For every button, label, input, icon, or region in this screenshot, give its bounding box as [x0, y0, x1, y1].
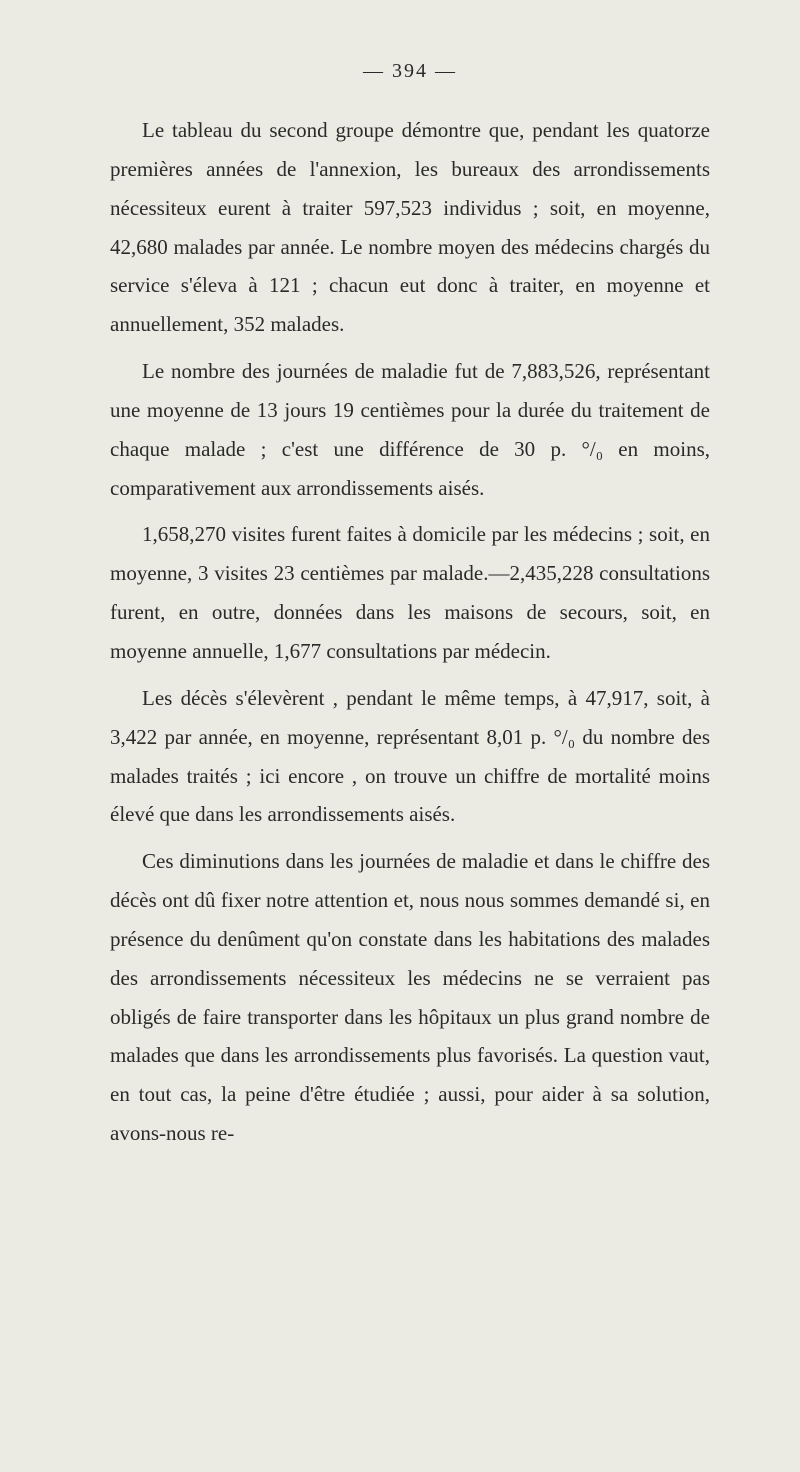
paragraph-3: 1,658,270 visites furent faites à domici…: [110, 515, 710, 670]
page-number: — 394 —: [110, 60, 710, 83]
paragraph-1: Le tableau du second groupe démontre que…: [110, 111, 710, 344]
paragraph-4: Les décès s'élevèrent , pendant le même …: [110, 679, 710, 834]
paragraph-5: Ces diminutions dans les journées de mal…: [110, 842, 710, 1153]
paragraph-2: Le nombre des journées de maladie fut de…: [110, 352, 710, 507]
